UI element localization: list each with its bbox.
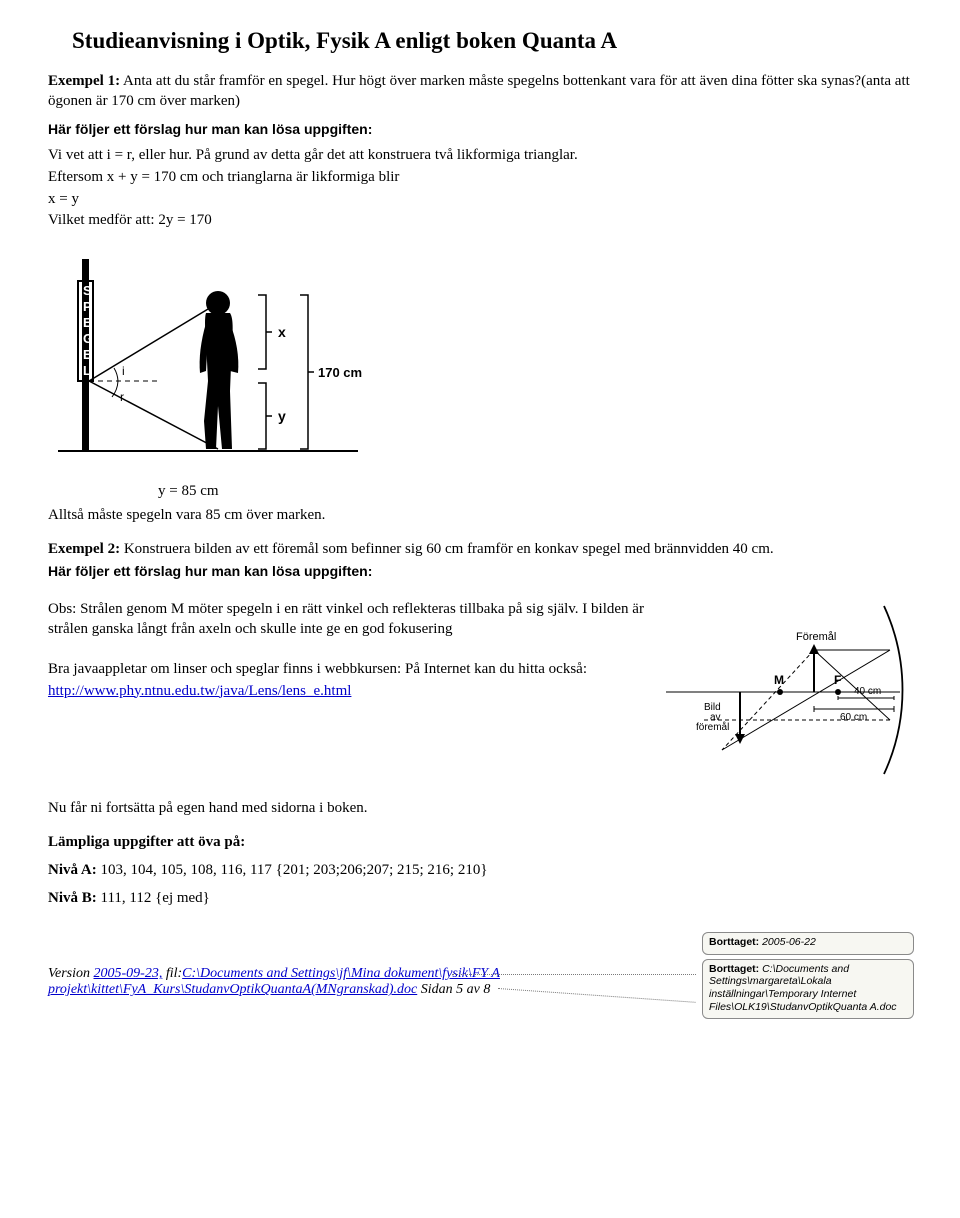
- label-y: y: [278, 408, 286, 424]
- ex2-applets: Bra javaappletar om linser och speglar f…: [48, 660, 648, 680]
- svg-text:Föremål: Föremål: [796, 631, 836, 643]
- comment-bubble-2: Borttaget: C:\Documents and Settings\mar…: [702, 959, 914, 1019]
- label-x: x: [278, 324, 286, 340]
- path-link-2[interactable]: projekt\kittet\FyA_Kurs\StudanvOptikQuan…: [48, 982, 417, 997]
- label-r: r: [120, 390, 124, 404]
- level-b-list: 111, 112 {ej med}: [97, 890, 210, 906]
- svg-text:E: E: [83, 315, 92, 330]
- label-170cm: 170 cm: [318, 365, 362, 380]
- ex1-suggestion-heading: Här följer ett förslag hur man kan lösa …: [48, 120, 912, 138]
- comment1-body: 2005-06-22: [762, 936, 816, 948]
- svg-text:föremål: föremål: [696, 721, 729, 733]
- example2-intro: Exempel 2: Konstruera bilden av ett före…: [48, 540, 912, 560]
- ex1-line4: Vilket medför att: 2y = 170: [48, 211, 912, 231]
- label-i: i: [122, 364, 125, 378]
- ex2-suggestion-heading: Här följer ett förslag hur man kan lösa …: [48, 562, 912, 580]
- fil-prefix: fil:: [162, 966, 182, 981]
- svg-text:E: E: [83, 347, 92, 362]
- ex1-label: Exempel 1:: [48, 73, 120, 89]
- comment-bubble-1: Borttaget: 2005-06-22: [702, 932, 914, 955]
- lens-link[interactable]: http://www.phy.ntnu.edu.tw/java/Lens/len…: [48, 683, 351, 699]
- exercises-heading: Lämpliga uppgifter att öva på:: [48, 833, 912, 853]
- page-number: Sidan 5 av 8: [417, 982, 490, 997]
- ex1-conclusion: Alltså måste spegeln vara 85 cm över mar…: [48, 506, 912, 526]
- continue-note: Nu får ni fortsätta på egen hand med sid…: [48, 799, 912, 819]
- diagram-concave-mirror: M F Föremål Bild av föremål: [662, 600, 912, 780]
- level-b: Nivå B: 111, 112 {ej med}: [48, 889, 912, 909]
- svg-text:40 cm: 40 cm: [854, 686, 881, 697]
- svg-text:G: G: [83, 331, 93, 346]
- level-a-list: 103, 104, 105, 108, 116, 117 {201; 203;2…: [97, 862, 488, 878]
- page-title: Studieanvisning i Optik, Fysik A enligt …: [72, 28, 912, 54]
- example1-intro: Exempel 1: Anta att du står framför en s…: [48, 72, 912, 112]
- svg-text:L: L: [83, 363, 91, 378]
- comment2-title: Borttaget:: [709, 963, 762, 975]
- example2-row: Obs: Strålen genom M möter spegeln i en …: [48, 600, 912, 785]
- level-a: Nivå A: 103, 104, 105, 108, 116, 117 {20…: [48, 861, 912, 881]
- svg-text:60 cm: 60 cm: [840, 712, 867, 723]
- version-link[interactable]: 2005-09-23,: [94, 966, 163, 981]
- track-changes-comments: Borttaget: 2005-06-22 Borttaget: C:\Docu…: [702, 932, 914, 1023]
- ex1-line1: Vi vet att i = r, eller hur. På grund av…: [48, 146, 912, 166]
- ex2-label: Exempel 2:: [48, 541, 120, 557]
- ex1-line3: x = y: [48, 190, 912, 210]
- svg-text:P: P: [83, 299, 92, 314]
- level-b-label: Nivå B:: [48, 890, 97, 906]
- y-equals-line: y = 85 cm: [158, 482, 912, 502]
- ex2-obs: Obs: Strålen genom M möter spegeln i en …: [48, 600, 648, 640]
- diagram-mirror-person: S P E G E L i r x y 170 cm: [48, 241, 912, 476]
- version-prefix: Version: [48, 966, 94, 981]
- ex1-line2: Eftersom x + y = 170 cm och trianglarna …: [48, 168, 912, 188]
- level-a-label: Nivå A:: [48, 862, 97, 878]
- ex1-text: Anta att du står framför en spegel. Hur …: [48, 73, 910, 109]
- svg-text:S: S: [83, 283, 92, 298]
- svg-text:M: M: [774, 673, 784, 687]
- ex2-text: Konstruera bilden av ett föremål som bef…: [120, 541, 774, 557]
- comment1-title: Borttaget:: [709, 936, 762, 948]
